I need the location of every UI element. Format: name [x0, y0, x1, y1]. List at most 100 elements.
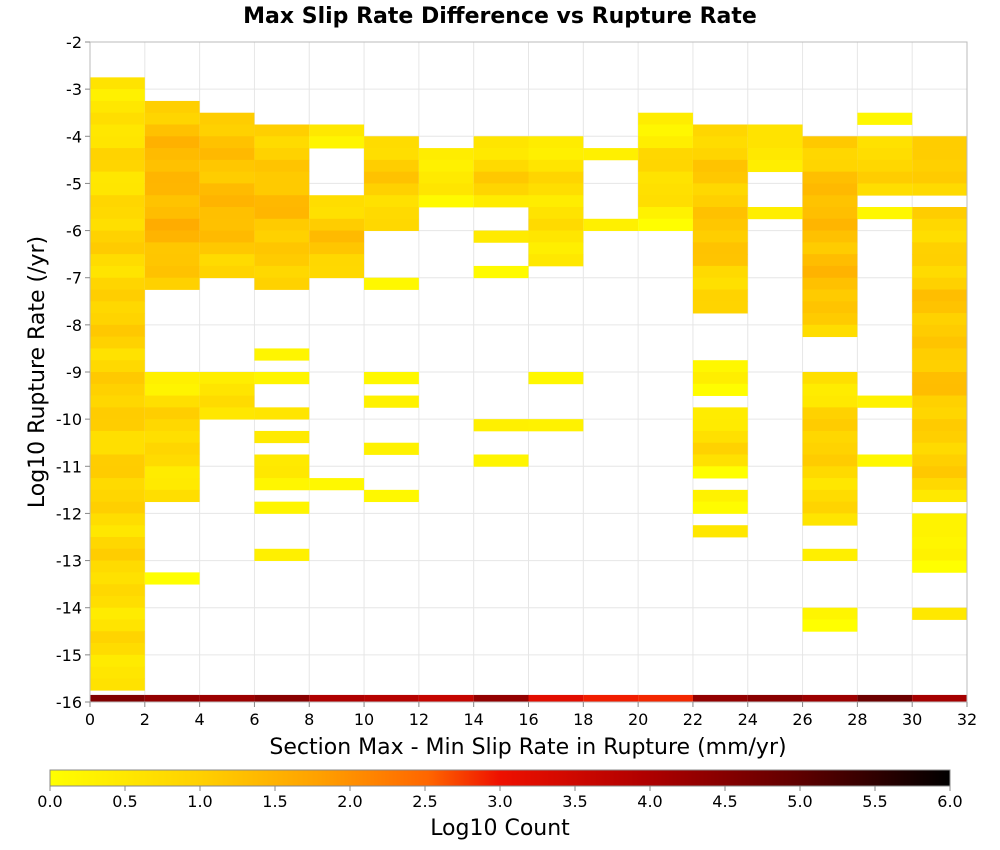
heatmap-cell	[802, 230, 858, 243]
heatmap-cell	[254, 195, 310, 208]
x-axis-label: Section Max - Min Slip Rate in Rupture (…	[269, 735, 786, 760]
heatmap-cell	[199, 383, 255, 396]
heatmap-cell	[857, 112, 913, 125]
heatmap-cell	[802, 171, 858, 184]
heatmap-cell	[802, 395, 858, 408]
heatmap-cell	[254, 348, 310, 361]
heatmap-cell	[199, 265, 255, 279]
heatmap-cell	[528, 254, 584, 267]
heatmap-cell	[309, 195, 365, 208]
heatmap-cell	[912, 301, 967, 314]
heatmap-cell	[90, 678, 145, 691]
y-tick-label: -11	[56, 457, 82, 476]
x-tick-label: 30	[902, 710, 922, 729]
y-tick-label: -12	[56, 504, 82, 523]
y-tick-label: -6	[66, 222, 82, 241]
heatmap-cell	[802, 301, 858, 314]
x-tick-label: 8	[304, 710, 314, 729]
heatmap-cell	[364, 136, 419, 149]
heatmap-cell	[802, 148, 858, 161]
heatmap-cell	[144, 265, 200, 279]
heatmap-cell	[528, 218, 584, 231]
heatmap-cell	[90, 584, 145, 597]
heatmap-cell	[144, 383, 200, 396]
heatmap-cell	[912, 442, 967, 455]
heatmap-cell	[747, 124, 803, 137]
heatmap-cell	[90, 478, 145, 491]
heatmap-cell	[90, 560, 145, 573]
heatmap-cell	[473, 136, 529, 149]
heatmap-cell-bottom	[90, 694, 145, 702]
heatmap-cell	[692, 183, 748, 196]
heatmap-cell	[747, 136, 803, 149]
heatmap-cell-bottom	[912, 694, 967, 702]
heatmap-cell	[473, 159, 529, 173]
heatmap-cell	[199, 112, 255, 125]
heatmap-cell	[144, 230, 200, 243]
colorbar-tick-label: 1.5	[262, 792, 287, 811]
heatmap-cell	[638, 218, 693, 231]
heatmap-cell	[90, 159, 145, 173]
heatmap-cell	[199, 136, 255, 149]
heatmap-cell	[802, 324, 858, 338]
heatmap-cell	[912, 513, 967, 526]
heatmap-cell	[692, 171, 748, 184]
heatmap-cell	[199, 207, 255, 220]
heatmap-cell	[90, 607, 145, 620]
heatmap-cell	[692, 242, 748, 255]
y-tick-label: -7	[66, 269, 82, 288]
heatmap-cell	[912, 383, 967, 396]
heatmap-cell	[912, 230, 967, 243]
heatmap-cell	[90, 336, 145, 349]
heatmap-cell	[912, 395, 967, 408]
y-tick-label: -5	[66, 174, 82, 193]
heatmap-cell	[692, 218, 748, 231]
heatmap-cell	[254, 372, 310, 385]
heatmap-cell	[364, 395, 419, 408]
colorbar-tick-label: 2.0	[337, 792, 362, 811]
heatmap-cell	[90, 136, 145, 149]
heatmap-cell	[418, 183, 474, 196]
heatmap-cell	[90, 289, 145, 302]
heatmap-cell	[90, 419, 145, 432]
heatmap-cell	[692, 230, 748, 243]
heatmap-cell	[528, 136, 584, 149]
heatmap-cell	[912, 136, 967, 149]
heatmap-cell	[912, 372, 967, 385]
heatmap-cell	[692, 525, 748, 538]
heatmap-cell	[90, 395, 145, 408]
heatmap-cell	[199, 183, 255, 196]
heatmap-cell	[802, 183, 858, 196]
heatmap-cell	[199, 124, 255, 137]
heatmap-cell	[254, 136, 310, 149]
heatmap-cell	[254, 407, 310, 420]
heatmap-cell	[802, 218, 858, 231]
heatmap-cell	[802, 442, 858, 455]
heatmap-cell	[254, 548, 310, 561]
x-tick-label: 22	[683, 710, 703, 729]
heatmap-cell	[638, 136, 693, 149]
colorbar-tick-label: 0.0	[37, 792, 62, 811]
heatmap-cell	[144, 218, 200, 231]
heatmap-cell	[802, 407, 858, 420]
heatmap-cell	[912, 419, 967, 432]
heatmap-cell	[144, 124, 200, 137]
y-tick-label: -3	[66, 80, 82, 99]
heatmap-cells	[90, 77, 967, 702]
heatmap-cell-bottom	[857, 694, 913, 702]
heatmap-cell	[528, 148, 584, 161]
heatmap-cell	[802, 136, 858, 149]
heatmap-cell	[692, 501, 748, 514]
heatmap-cell	[364, 171, 419, 184]
heatmap-cell	[528, 207, 584, 220]
heatmap-cell	[90, 537, 145, 550]
heatmap-cell	[364, 207, 419, 220]
x-tick-label: 4	[195, 710, 205, 729]
heatmap-cell	[90, 171, 145, 184]
heatmap-cell	[144, 489, 200, 503]
heatmap-cell	[144, 207, 200, 220]
x-tick-label: 26	[792, 710, 812, 729]
heatmap-cell	[802, 501, 858, 514]
heatmap-cell	[90, 348, 145, 361]
heatmap-cell	[638, 183, 693, 196]
